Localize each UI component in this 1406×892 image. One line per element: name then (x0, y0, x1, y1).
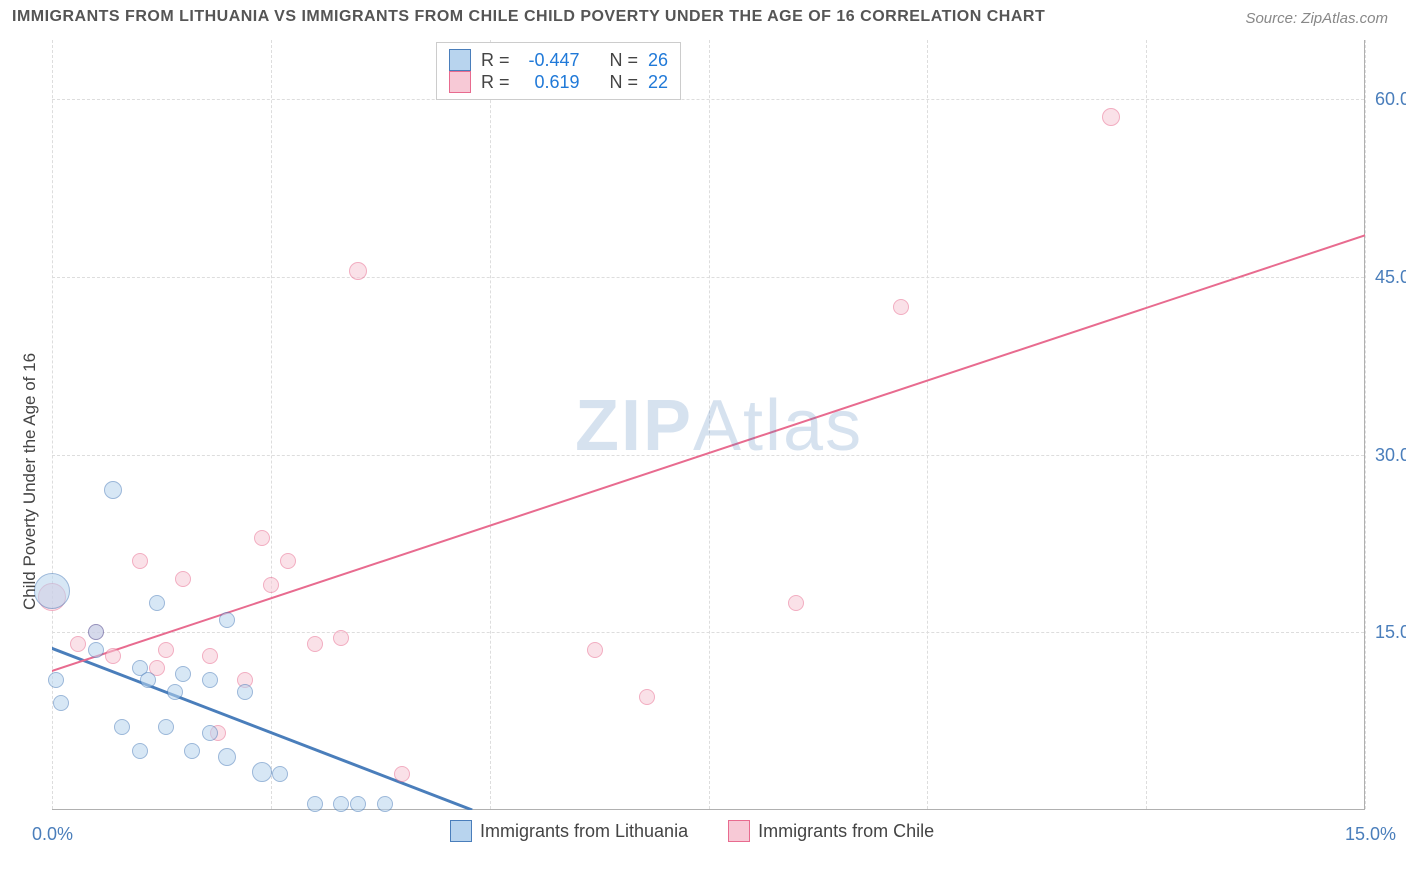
series-legend: Immigrants from Lithuania Immigrants fro… (450, 820, 934, 842)
chile-point (202, 648, 218, 664)
lithuania-point (218, 748, 236, 766)
chile-point (307, 636, 323, 652)
y-axis-label: Child Poverty Under the Age of 16 (20, 353, 40, 610)
watermark: ZIPAtlas (575, 385, 863, 467)
n-label: N = (610, 72, 639, 93)
lithuania-point (219, 612, 235, 628)
chile-point (254, 530, 270, 546)
lithuania-point (132, 743, 148, 759)
lithuania-point (104, 481, 122, 499)
lithuania-point (158, 719, 174, 735)
ytick-label: 60.0% (1375, 89, 1406, 110)
lithuania-point (184, 743, 200, 759)
ytick-label: 45.0% (1375, 267, 1406, 288)
r-label: R = (481, 50, 510, 71)
chile-point (349, 262, 367, 280)
lithuania-label: Immigrants from Lithuania (480, 821, 688, 842)
chile-label: Immigrants from Chile (758, 821, 934, 842)
lithuania-point (377, 796, 393, 812)
lithuania-n-value: 26 (648, 50, 668, 71)
lithuania-point (252, 762, 272, 782)
lithuania-point (114, 719, 130, 735)
lithuania-point (53, 695, 69, 711)
r-label: R = (481, 72, 510, 93)
ytick-label: 15.0% (1375, 622, 1406, 643)
chile-point (158, 642, 174, 658)
legend-row-lithuania: R = -0.447 N = 26 (449, 49, 668, 71)
lithuania-point (350, 796, 366, 812)
lithuania-point (202, 725, 218, 741)
xtick-label: 15.0% (1345, 824, 1396, 845)
lithuania-swatch (449, 49, 471, 71)
lithuania-r-value: -0.447 (520, 50, 580, 71)
lithuania-point (307, 796, 323, 812)
chile-point (175, 571, 191, 587)
chile-point (105, 648, 121, 664)
chile-point (1102, 108, 1120, 126)
lithuania-point (333, 796, 349, 812)
chile-point (132, 553, 148, 569)
lithuania-point (140, 672, 156, 688)
lithuania-point (149, 595, 165, 611)
lithuania-point (237, 684, 253, 700)
lithuania-point (88, 624, 104, 640)
legend-item-chile: Immigrants from Chile (728, 820, 934, 842)
lithuania-point (167, 684, 183, 700)
chile-point (587, 642, 603, 658)
chile-n-value: 22 (648, 72, 668, 93)
chart-title: IMMIGRANTS FROM LITHUANIA VS IMMIGRANTS … (12, 8, 1045, 26)
chile-swatch (449, 71, 471, 93)
legend-row-chile: R = 0.619 N = 22 (449, 71, 668, 93)
watermark-atlas: Atlas (693, 386, 863, 466)
chile-point (333, 630, 349, 646)
lithuania-point (202, 672, 218, 688)
chile-swatch (728, 820, 750, 842)
gridline-v (1365, 40, 1366, 809)
xtick-label: 0.0% (32, 824, 73, 845)
legend-item-lithuania: Immigrants from Lithuania (450, 820, 688, 842)
chile-point (893, 299, 909, 315)
lithuania-point (272, 766, 288, 782)
chile-point (394, 766, 410, 782)
chile-point (788, 595, 804, 611)
chile-point (70, 636, 86, 652)
chile-point (280, 553, 296, 569)
correlation-legend: R = -0.447 N = 26 R = 0.619 N = 22 (436, 42, 681, 100)
lithuania-point (88, 642, 104, 658)
chile-point (263, 577, 279, 593)
watermark-zip: ZIP (575, 386, 693, 466)
chile-r-value: 0.619 (520, 72, 580, 93)
ytick-label: 30.0% (1375, 445, 1406, 466)
chile-point (639, 689, 655, 705)
lithuania-swatch (450, 820, 472, 842)
lithuania-point (48, 672, 64, 688)
lithuania-point (175, 666, 191, 682)
source-label: Source: ZipAtlas.com (1245, 10, 1388, 27)
n-label: N = (610, 50, 639, 71)
